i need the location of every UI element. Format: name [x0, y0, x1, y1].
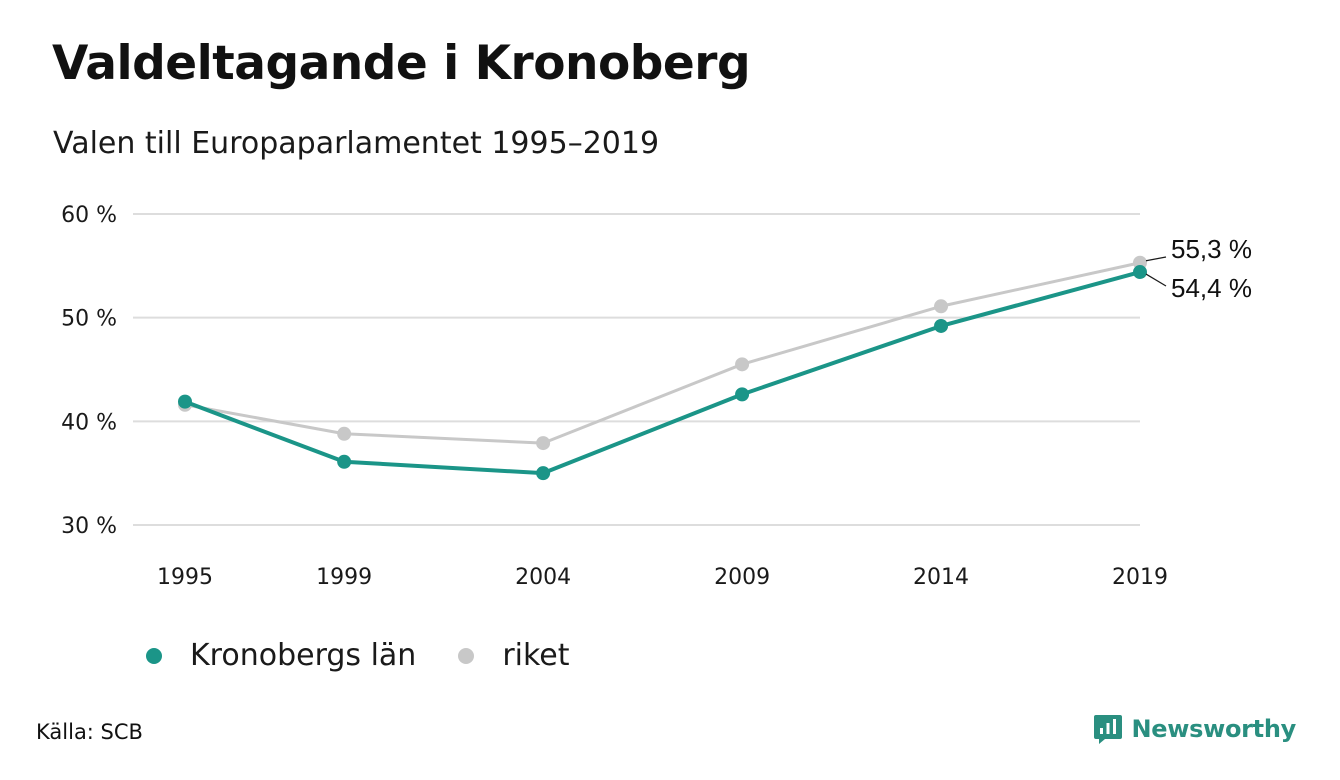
data-point-kronoberg [934, 318, 949, 333]
legend-dot-riket-icon [458, 647, 475, 664]
newsworthy-logo-icon [1094, 715, 1123, 744]
data-point-riket [735, 357, 750, 372]
brand-logo[interactable]: Newsworthy [1093, 713, 1296, 745]
series-line-riket [183, 261, 1142, 445]
annotation-label-riket: 55,3 % [1171, 234, 1252, 264]
x-tick-label: 1995 [157, 565, 213, 590]
y-tick-label: 30 % [61, 514, 117, 539]
data-point-kronoberg [536, 466, 551, 481]
chart-subtitle: Valen till Europaparlamentet 1995–2019 [53, 126, 660, 161]
x-tick-label: 2014 [913, 565, 969, 590]
y-tick-label: 50 % [61, 307, 117, 332]
x-tick-label: 1999 [316, 565, 372, 590]
data-point-kronoberg [735, 387, 750, 402]
line-chart: 30 % 40 % 50 % 60 % 1995 1999 2004 2009 2014 2019… [61, 203, 1252, 590]
source-note: Källa: SCB [36, 720, 143, 744]
data-point-kronoberg [178, 394, 192, 409]
data-point-kronoberg [1133, 265, 1147, 280]
annotation-label-kronoberg: 54,4 % [1171, 273, 1252, 303]
legend-dot-kronoberg-icon [146, 647, 162, 664]
legend-item-kronoberg[interactable]: Kronobergs län [146, 638, 416, 673]
legend-item-riket[interactable]: riket [458, 638, 570, 673]
legend-label-riket: riket [502, 638, 570, 673]
series-line-kronoberg [183, 270, 1142, 476]
y-tick-label: 40 % [61, 410, 117, 435]
data-point-riket [536, 436, 551, 451]
annotation-leader-kronoberg [1145, 273, 1167, 287]
data-point-kronoberg [337, 454, 352, 469]
annotation-leader-riket [1145, 256, 1167, 262]
data-point-riket [337, 426, 352, 441]
x-tick-label: 2009 [714, 565, 770, 590]
brand-name: Newsworthy [1131, 715, 1296, 743]
x-tick-label: 2004 [515, 565, 571, 590]
chart-title: Valdeltagande i Kronoberg [52, 36, 751, 91]
data-point-riket [934, 299, 949, 314]
y-tick-label: 60 % [61, 203, 117, 228]
x-tick-label: 2019 [1112, 565, 1168, 590]
legend-label-kronoberg: Kronobergs län [190, 638, 417, 673]
legend: Kronobergs län riket [146, 638, 612, 673]
